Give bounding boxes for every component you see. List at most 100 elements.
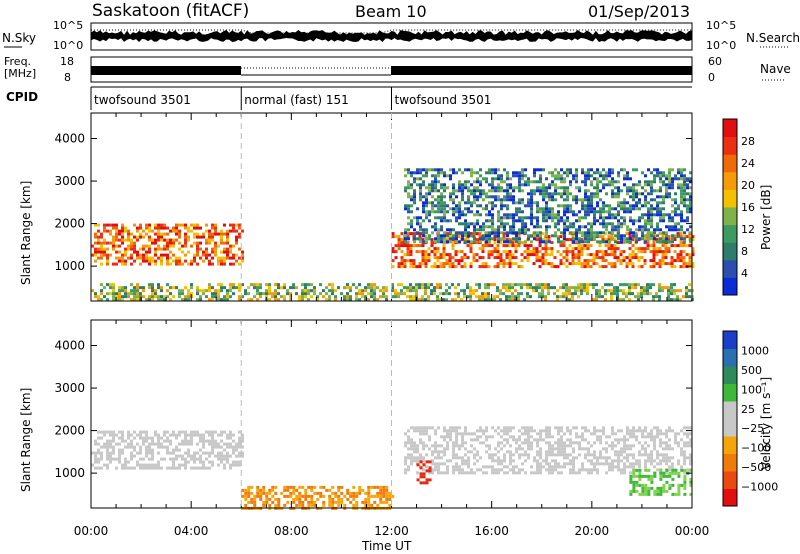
heatmap-cell (626, 189, 630, 193)
heatmap-cell (593, 432, 597, 436)
heatmap-cell (565, 238, 569, 242)
heatmap-cell (686, 216, 690, 220)
heatmap-cell (625, 283, 628, 287)
x-tick-label: 20:00 (575, 524, 610, 538)
heatmap-cell (373, 283, 376, 287)
heatmap-cell (437, 450, 441, 454)
heatmap-cell (548, 192, 552, 196)
heatmap-cell (566, 174, 570, 178)
heatmap-cell (575, 177, 579, 181)
heatmap-cell (157, 229, 160, 233)
heatmap-cell (659, 492, 663, 496)
heatmap-cell (469, 292, 472, 296)
heatmap-cell (508, 244, 512, 248)
heatmap-cell (548, 462, 552, 466)
heatmap-cell (187, 298, 190, 302)
heatmap-cell (196, 232, 199, 236)
heatmap-cell (583, 244, 587, 248)
heatmap-cell (289, 286, 292, 290)
heatmap-cell (566, 462, 570, 466)
heatmap-cell (451, 298, 454, 302)
heatmap-cell (121, 295, 124, 299)
heatmap-cell (604, 238, 608, 242)
heatmap-cell (400, 292, 403, 296)
heatmap-cell (130, 247, 133, 251)
heatmap-cell (431, 180, 435, 184)
heatmap-cell (250, 485, 254, 489)
heatmap-cell (617, 462, 621, 466)
heatmap-cell (539, 462, 543, 466)
heatmap-cell (601, 250, 605, 254)
heatmap-cell (583, 286, 586, 290)
heatmap-cell (605, 183, 609, 187)
heatmap-cell (145, 256, 148, 260)
heatmap-cell (449, 228, 453, 232)
heatmap-cell (656, 204, 660, 208)
heatmap-cell (605, 192, 609, 196)
heatmap-cell (601, 265, 605, 269)
heatmap-cell (590, 210, 594, 214)
heatmap-cell (422, 231, 426, 235)
heatmap-cell (647, 486, 651, 490)
heatmap-cell (142, 430, 145, 434)
heatmap-cell (686, 426, 690, 430)
heatmap-cell (226, 454, 229, 458)
heatmap-cell (610, 235, 614, 239)
heatmap-cell (430, 265, 434, 269)
heatmap-cell (448, 256, 452, 260)
heatmap-cell (566, 204, 570, 208)
heatmap-cell (551, 465, 555, 469)
heatmap-cell (530, 222, 534, 226)
heatmap-cell (569, 459, 573, 463)
heatmap-cell (382, 491, 386, 495)
heatmap-cell (479, 183, 483, 187)
heatmap-cell (617, 219, 621, 223)
heatmap-cell (115, 457, 118, 461)
heatmap-cell (97, 247, 100, 251)
heatmap-cell (193, 433, 196, 437)
heatmap-cell (232, 451, 235, 455)
heatmap-cell (566, 171, 570, 175)
heatmap-cell (529, 253, 533, 257)
heatmap-cell (416, 237, 420, 241)
heatmap-cell (511, 241, 515, 245)
heatmap-cell (118, 451, 121, 455)
heatmap-cell (232, 253, 235, 257)
heatmap-cell (541, 286, 544, 290)
heatmap-cell (565, 283, 568, 287)
heatmap-cell (668, 216, 672, 220)
heatmap-cell (412, 295, 415, 299)
heatmap-cell (533, 201, 537, 205)
heatmap-cell (476, 186, 480, 190)
heatmap-cell (145, 430, 148, 434)
heatmap-cell (577, 262, 581, 266)
heatmap-cell (211, 298, 214, 302)
colorbar-tick-label: 500 (741, 364, 762, 377)
heatmap-cell (635, 195, 639, 199)
heatmap-cell (163, 253, 166, 257)
heatmap-cell (599, 207, 603, 211)
heatmap-cell (605, 210, 609, 214)
heatmap-cell (190, 286, 193, 290)
heatmap-cell (187, 262, 190, 266)
heatmap-cell (500, 201, 504, 205)
heatmap-cell (617, 174, 621, 178)
heatmap-cell (538, 295, 541, 299)
heatmap-cell (331, 503, 335, 507)
heatmap-cell (364, 497, 368, 501)
heatmap-cell (148, 286, 151, 290)
heatmap-cell (647, 435, 651, 439)
heatmap-cell (521, 225, 525, 229)
heatmap-cell (482, 471, 486, 475)
heatmap-cell (440, 237, 444, 241)
heatmap-cell (397, 241, 401, 245)
heatmap-cell (593, 426, 597, 430)
heatmap-cell (500, 447, 504, 451)
heatmap-cell (184, 430, 187, 434)
heatmap-cell (533, 174, 537, 178)
heatmap-cell (433, 256, 437, 260)
heatmap-cell (481, 292, 484, 296)
heatmap-cell (652, 295, 655, 299)
heatmap-cell (683, 426, 687, 430)
heatmap-cell (127, 295, 130, 299)
